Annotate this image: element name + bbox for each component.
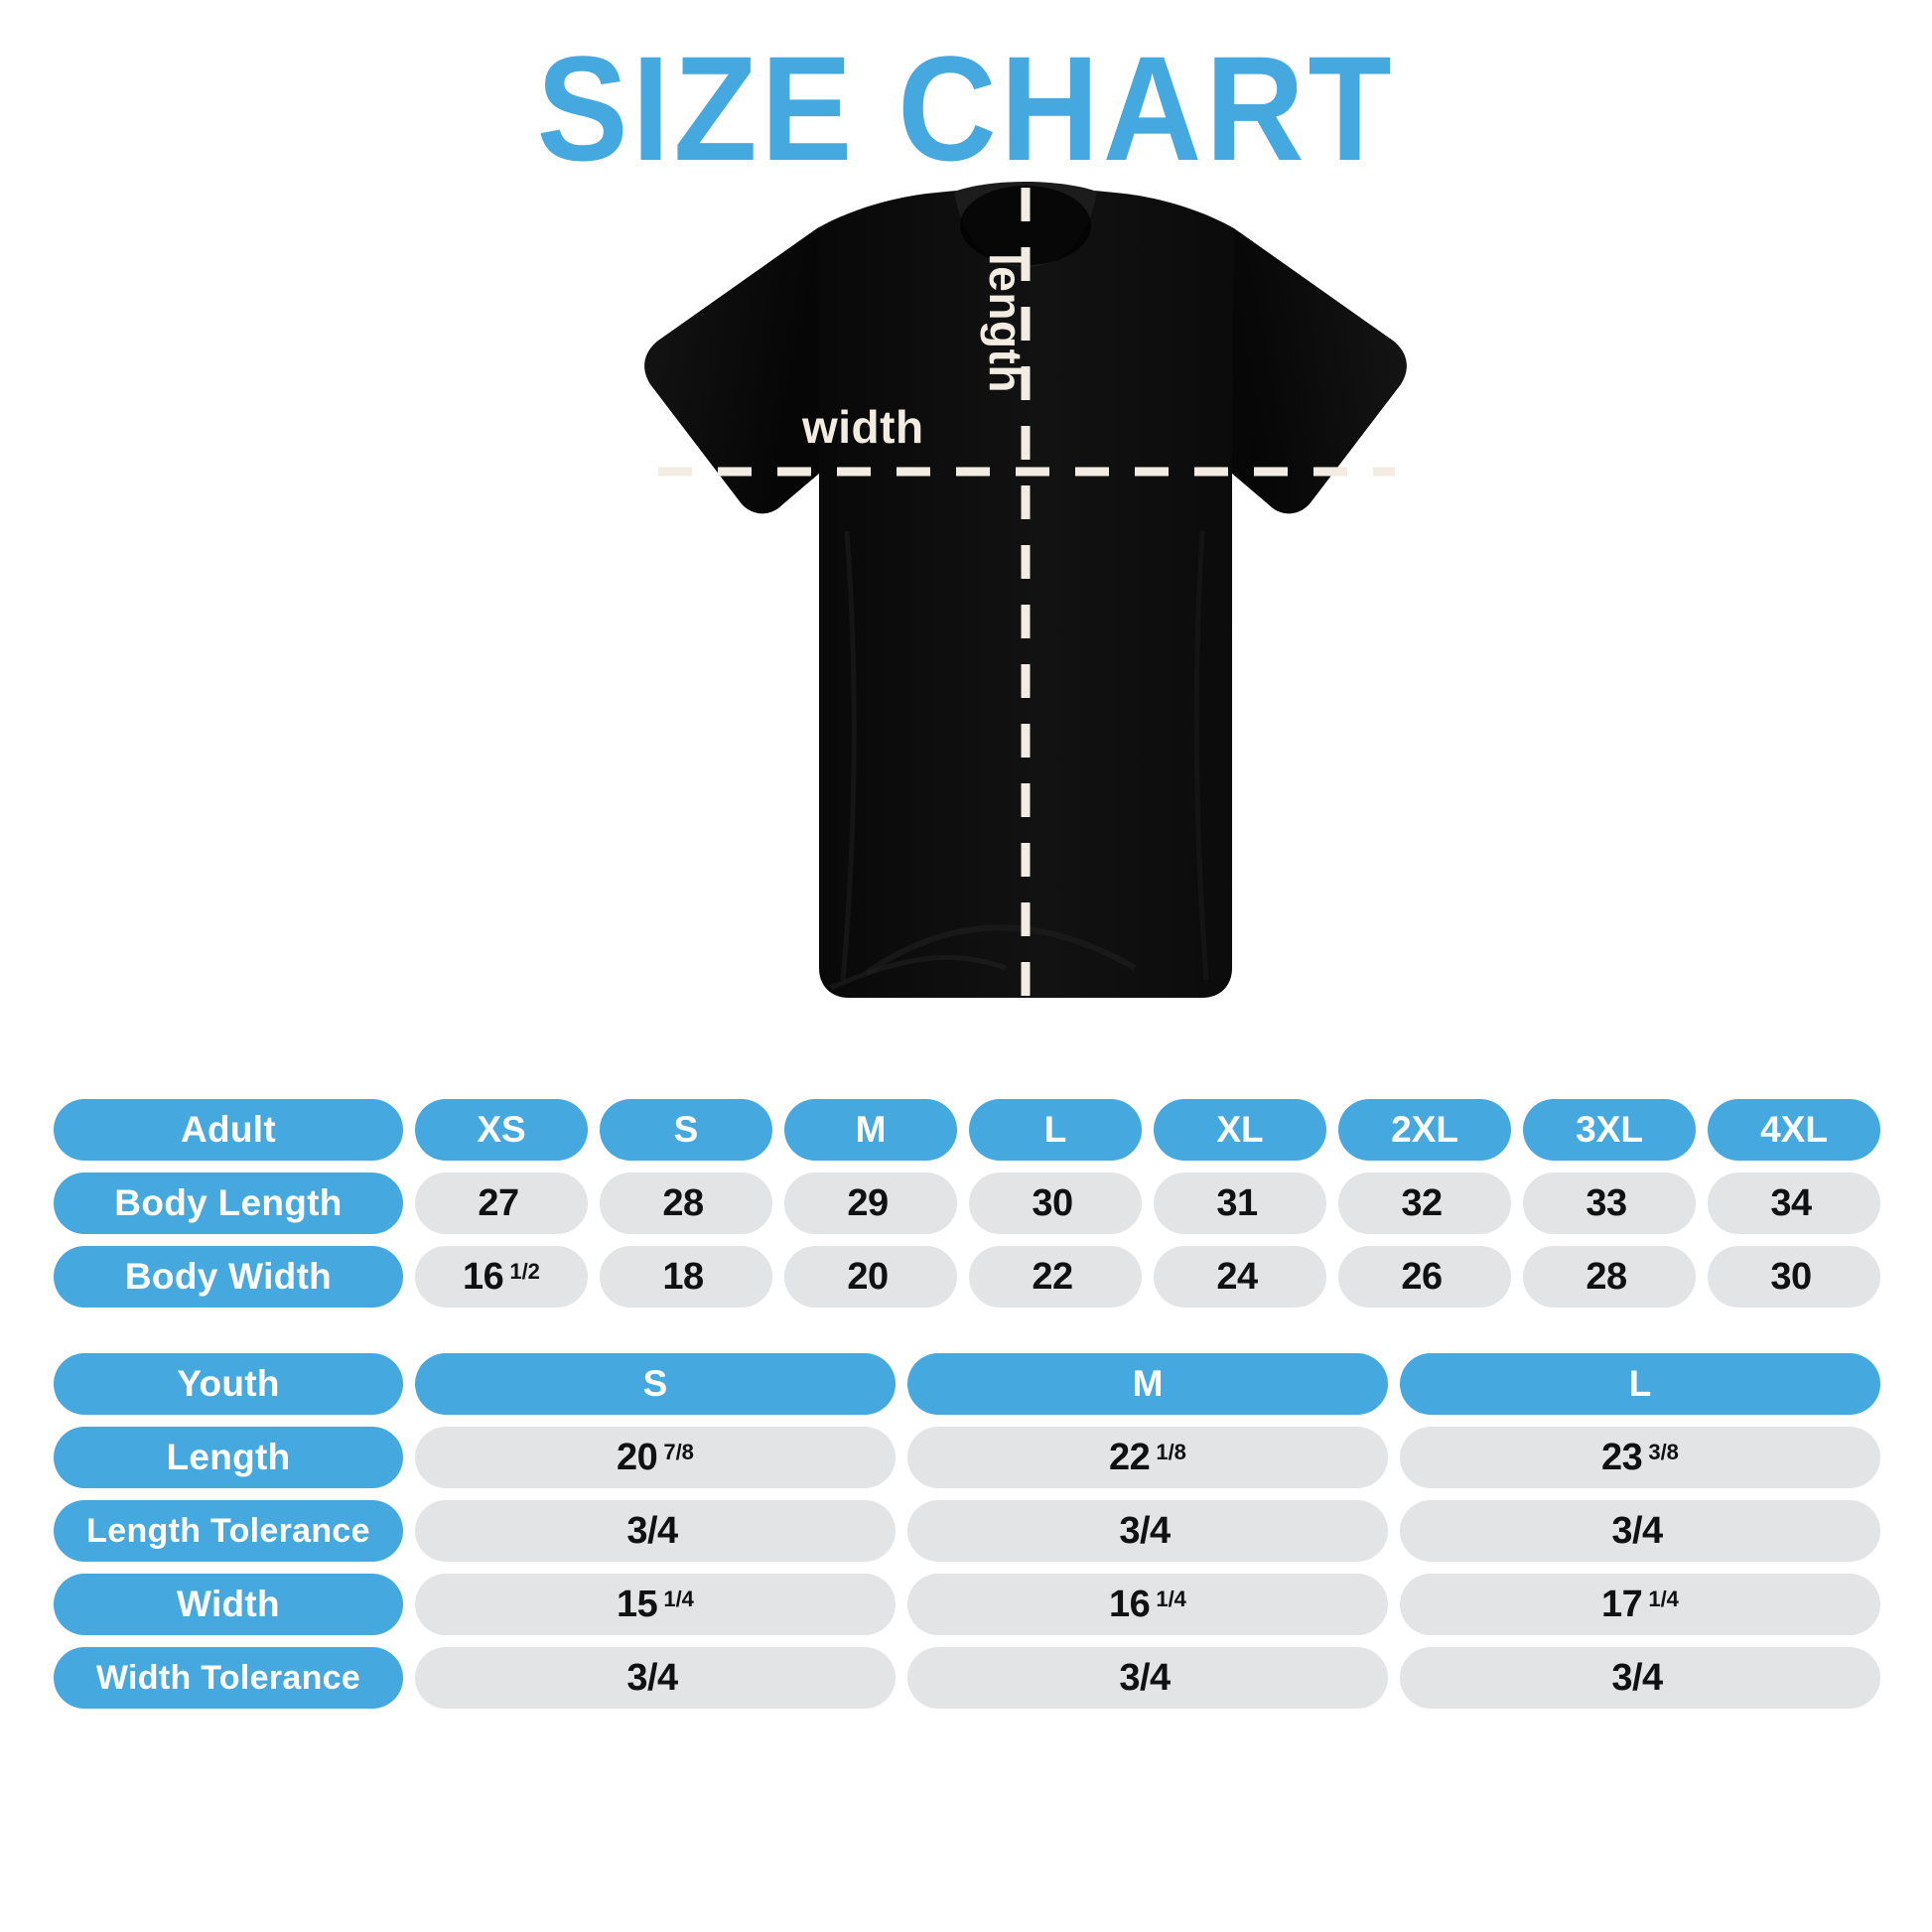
table-cell: 29 <box>784 1173 957 1234</box>
adult-size-xl[interactable]: XL <box>1154 1099 1326 1161</box>
row-label-body-width: Body Width <box>54 1246 403 1308</box>
table-cell: 24 <box>1154 1246 1326 1308</box>
adult-section-label: Adult <box>54 1099 403 1161</box>
tshirt-illustration: width length <box>0 174 1932 1097</box>
table-cell: 16 1/4 <box>907 1574 1388 1635</box>
table-cell: 33 <box>1523 1173 1696 1234</box>
fold-left <box>840 530 857 981</box>
table-cell: 20 7/8 <box>415 1427 896 1488</box>
right-sleeve <box>1232 230 1407 514</box>
youth-header-row: Youth S M L <box>54 1353 1880 1415</box>
page-title: SIZE CHART <box>536 25 1396 192</box>
size-tables: Adult XS S M L XL 2XL 3XL 4XL Body Lengt… <box>54 1099 1880 1721</box>
adult-body-width-row: Body Width 16 1/2 18 20 22 24 26 28 <box>54 1246 1880 1308</box>
table-cell: 28 <box>600 1173 772 1234</box>
row-label-length: Length <box>54 1427 403 1488</box>
section-divider <box>54 1319 1880 1353</box>
youth-length-row: Length 20 7/8 22 1/8 23 3/8 <box>54 1427 1880 1488</box>
table-cell: 18 <box>600 1246 772 1308</box>
table-cell: 15 1/4 <box>415 1574 896 1635</box>
table-cell: 31 <box>1154 1173 1326 1234</box>
adult-size-3xl[interactable]: 3XL <box>1523 1099 1696 1161</box>
table-cell: 3/4 <box>907 1647 1388 1709</box>
table-cell: 22 1/8 <box>907 1427 1388 1488</box>
table-cell: 32 <box>1338 1173 1511 1234</box>
adult-body-length-row: Body Length 27 28 29 30 31 32 33 <box>54 1173 1880 1234</box>
table-cell: 20 <box>784 1246 957 1308</box>
hem-fold <box>865 924 1137 976</box>
youth-length-tolerance-row: Length Tolerance 3/4 3/4 3/4 <box>54 1500 1880 1562</box>
adult-size-xs[interactable]: XS <box>415 1099 588 1161</box>
youth-width-tolerance-row: Width Tolerance 3/4 3/4 3/4 <box>54 1647 1880 1709</box>
table-cell: 3/4 <box>1400 1647 1880 1709</box>
youth-size-m[interactable]: M <box>907 1353 1388 1415</box>
table-cell: 34 <box>1708 1173 1880 1234</box>
table-cell: 22 <box>969 1246 1142 1308</box>
youth-section-label: Youth <box>54 1353 403 1415</box>
table-cell: 3/4 <box>1400 1500 1880 1562</box>
row-label-width-tolerance: Width Tolerance <box>54 1647 403 1709</box>
row-label-width: Width <box>54 1574 403 1635</box>
row-label-length-tolerance: Length Tolerance <box>54 1500 403 1562</box>
tshirt-silhouette <box>644 182 1407 998</box>
table-cell: 3/4 <box>415 1647 896 1709</box>
tshirt-svg <box>644 182 1407 998</box>
fold-right <box>1193 530 1209 981</box>
hem-fold-2 <box>829 954 1007 991</box>
adult-size-4xl[interactable]: 4XL <box>1708 1099 1880 1161</box>
adult-size-m[interactable]: M <box>784 1099 957 1161</box>
measurement-guides <box>658 188 1395 996</box>
table-cell: 16 1/2 <box>415 1246 588 1308</box>
youth-width-row: Width 15 1/4 16 1/4 17 1/4 <box>54 1574 1880 1635</box>
table-cell: 3/4 <box>415 1500 896 1562</box>
shirt-body-path <box>644 191 1407 998</box>
left-sleeve <box>644 230 819 514</box>
youth-size-l[interactable]: L <box>1400 1353 1880 1415</box>
adult-size-s[interactable]: S <box>600 1099 772 1161</box>
table-cell: 26 <box>1338 1246 1511 1308</box>
table-cell: 27 <box>415 1173 588 1234</box>
adult-header-row: Adult XS S M L XL 2XL 3XL 4XL <box>54 1099 1880 1161</box>
table-cell: 17 1/4 <box>1400 1574 1880 1635</box>
table-cell: 23 3/8 <box>1400 1427 1880 1488</box>
adult-size-2xl[interactable]: 2XL <box>1338 1099 1511 1161</box>
collar-opening <box>960 186 1091 265</box>
adult-size-l[interactable]: L <box>969 1099 1142 1161</box>
row-label-body-length: Body Length <box>54 1173 403 1234</box>
table-cell: 3/4 <box>907 1500 1388 1562</box>
table-cell: 30 <box>1708 1246 1880 1308</box>
youth-size-s[interactable]: S <box>415 1353 896 1415</box>
table-cell: 28 <box>1523 1246 1696 1308</box>
table-cell: 30 <box>969 1173 1142 1234</box>
